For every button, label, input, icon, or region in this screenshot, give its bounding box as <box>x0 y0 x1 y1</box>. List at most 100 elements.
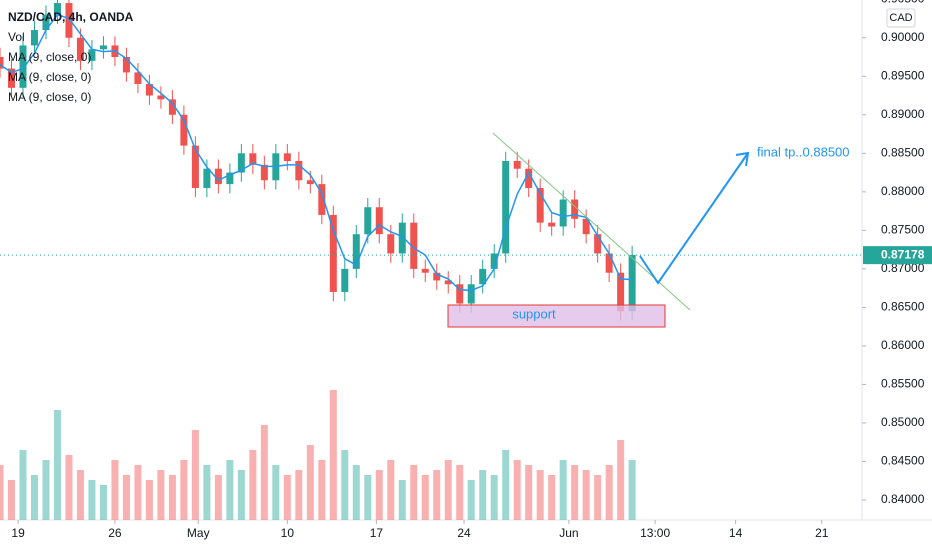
candle-body <box>467 284 475 304</box>
candle-body <box>122 57 130 73</box>
candle-body <box>582 218 590 235</box>
volume-bar <box>0 465 4 520</box>
volume-bar <box>157 470 165 520</box>
candle-body <box>410 222 418 269</box>
candle-body <box>398 222 406 254</box>
candle-body <box>329 214 337 292</box>
x-tick-label: 10 <box>281 526 295 540</box>
moving-average <box>0 13 633 292</box>
price-axis: 0.84000 0.84500 0.85000 0.85500 0.86000 0.865… <box>11 0 932 540</box>
volume-bar <box>134 465 142 520</box>
volume-bar <box>467 480 475 520</box>
volume-bar <box>398 480 406 520</box>
indicator-label: MA (9, close, 0) <box>8 70 91 84</box>
candle-body <box>433 272 441 281</box>
volume-bar <box>582 470 590 520</box>
x-tick-label: 24 <box>457 526 471 540</box>
plot <box>0 0 862 321</box>
volume-bar <box>99 485 107 520</box>
volume-bar <box>237 470 245 520</box>
volume-bar <box>272 465 280 520</box>
volume-bar <box>306 445 314 520</box>
y-tick-label: 0.84500 <box>881 454 925 468</box>
candle-body <box>88 49 96 61</box>
candle-body <box>168 99 176 115</box>
volume-bar <box>295 470 303 520</box>
candle-body <box>249 153 257 165</box>
currency: CAD <box>889 12 912 24</box>
volume-bar <box>226 460 234 520</box>
volume-bar <box>249 450 257 520</box>
support-label: support <box>512 306 556 321</box>
volume-bar <box>191 430 199 520</box>
arrow-head <box>735 151 750 167</box>
last-price-label: 0.87178 <box>881 247 925 261</box>
candle-body <box>617 272 625 312</box>
volume-bar <box>122 475 130 520</box>
candle-body <box>53 3 61 15</box>
candle-body <box>306 180 314 185</box>
candle-body <box>444 280 452 285</box>
volume-bar <box>7 480 15 520</box>
candle-body <box>214 168 222 185</box>
candle-body <box>571 199 579 219</box>
volume-bar <box>479 470 487 520</box>
candle-body <box>525 168 533 188</box>
x-tick-label: 26 <box>108 526 122 540</box>
y-tick-label: 0.89500 <box>881 68 925 82</box>
y-tick-label: 0.89000 <box>881 107 925 121</box>
candle-body <box>157 95 165 100</box>
candle-body <box>548 222 556 227</box>
candle-body <box>203 168 211 188</box>
x-tick-label: 21 <box>815 526 829 540</box>
y-tick-label: 0.85500 <box>881 377 925 391</box>
candle-body <box>456 284 464 304</box>
volume-bar <box>490 475 498 520</box>
candle-body <box>387 234 395 254</box>
volume-bar <box>410 465 418 520</box>
y-tick-label: 0.85000 <box>881 415 925 429</box>
volume-bar <box>433 470 441 520</box>
y-tick-label: 0.86000 <box>881 338 925 352</box>
volume-bar <box>594 475 602 520</box>
x-tick-label: 13:00 <box>640 526 670 540</box>
candle-body <box>7 68 15 88</box>
volume-bar <box>88 480 96 520</box>
x-tick-label: 14 <box>729 526 743 540</box>
candle-body <box>421 268 429 273</box>
candle-body <box>30 30 38 46</box>
volume-bar <box>513 460 521 520</box>
volume-pane <box>0 390 636 520</box>
volume-bar <box>525 465 533 520</box>
candle-body <box>536 187 544 223</box>
volume-bar <box>65 455 73 520</box>
candle-body <box>490 253 498 269</box>
y-tick-label: 0.87500 <box>881 223 925 237</box>
volume-bar <box>548 475 556 520</box>
candle-body <box>76 37 84 61</box>
candle-body <box>283 153 291 162</box>
candle-body <box>594 234 602 254</box>
volume-bar <box>76 470 84 520</box>
volume-bar <box>283 475 291 520</box>
candle-body <box>628 254 636 312</box>
projection-arrow <box>639 152 749 285</box>
candle-body <box>99 45 107 50</box>
support-zone <box>447 304 666 328</box>
candle-body <box>341 268 349 292</box>
y-tick-label: 0.90500 <box>881 0 925 5</box>
candle-body <box>318 184 326 215</box>
candle-body <box>19 45 27 88</box>
volume-bar <box>214 475 222 520</box>
volume-bar <box>364 475 372 520</box>
volume-bar <box>559 460 567 520</box>
volume-bar <box>19 450 27 520</box>
candle-body <box>513 161 521 169</box>
last-price-box <box>863 246 932 265</box>
volume-bar <box>605 465 613 520</box>
symbol-title: NZD/CAD, 4h, OANDA <box>8 10 134 24</box>
candle-body <box>260 164 268 181</box>
volume-bar <box>203 465 211 520</box>
